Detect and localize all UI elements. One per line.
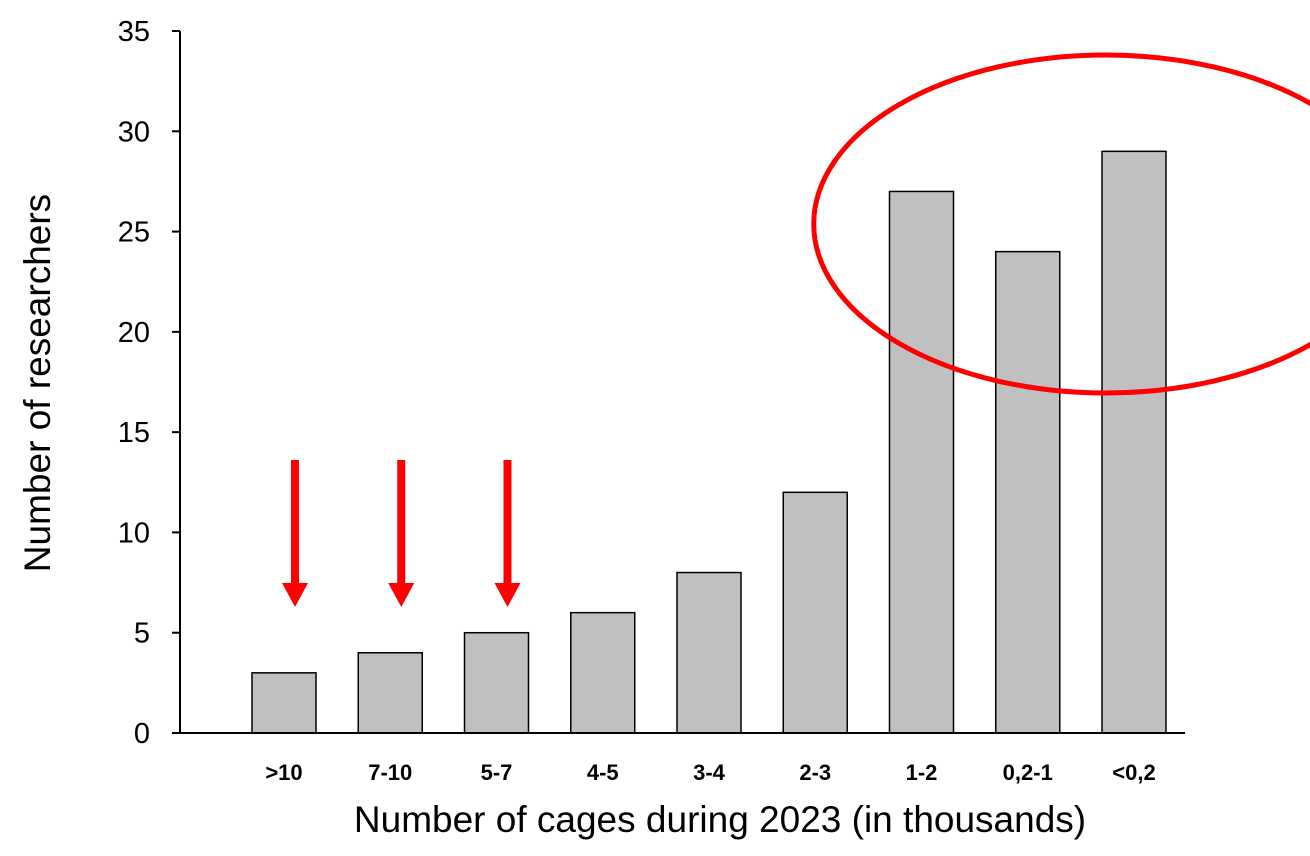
x-tick-label: 2-3	[799, 760, 831, 785]
red-down-arrow	[388, 460, 415, 607]
annotations	[282, 52, 1310, 607]
x-tick-label: 1-2	[906, 760, 938, 785]
red-highlight-ellipse	[811, 52, 1310, 396]
y-axis-title: Number of researchers	[17, 194, 58, 572]
bar	[357, 652, 423, 734]
bar	[463, 631, 530, 734]
y-tick-label: 30	[118, 116, 150, 148]
bar	[995, 250, 1061, 734]
x-tick-label: 4-5	[587, 760, 619, 785]
bar	[1101, 150, 1167, 734]
x-tick-label: 7-10	[368, 760, 412, 785]
red-down-arrow	[494, 460, 521, 607]
y-tick-label: 5	[134, 618, 150, 650]
y-tick-label: 0	[134, 718, 150, 750]
x-tick-label: <0,2	[1112, 760, 1155, 785]
y-tick-label: 10	[118, 517, 150, 549]
bars	[251, 150, 1167, 734]
x-tick-label: 3-4	[693, 760, 726, 785]
y-tick-label: 35	[118, 16, 150, 48]
y-tick-label: 15	[118, 417, 150, 449]
y-tick-label: 20	[118, 317, 150, 349]
x-tick-label: 5-7	[481, 760, 513, 785]
bar	[888, 190, 955, 734]
red-down-arrow	[282, 460, 308, 607]
x-axis-title: Number of cages during 2023 (in thousand…	[354, 799, 1086, 840]
x-axis-tick-labels: >10 7-10 5-7 4-5 3-4 2-3 1-2 0,2-1 <0,2	[265, 760, 1155, 785]
y-axis-ticks: 0 5 10 15 20 25 30 35	[118, 16, 180, 750]
bar	[782, 491, 848, 734]
y-tick-label: 25	[118, 217, 150, 249]
bar	[676, 571, 742, 734]
x-tick-label: 0,2-1	[1003, 760, 1053, 785]
x-tick-label: >10	[265, 760, 302, 785]
bar	[570, 611, 636, 734]
bar	[251, 672, 317, 734]
